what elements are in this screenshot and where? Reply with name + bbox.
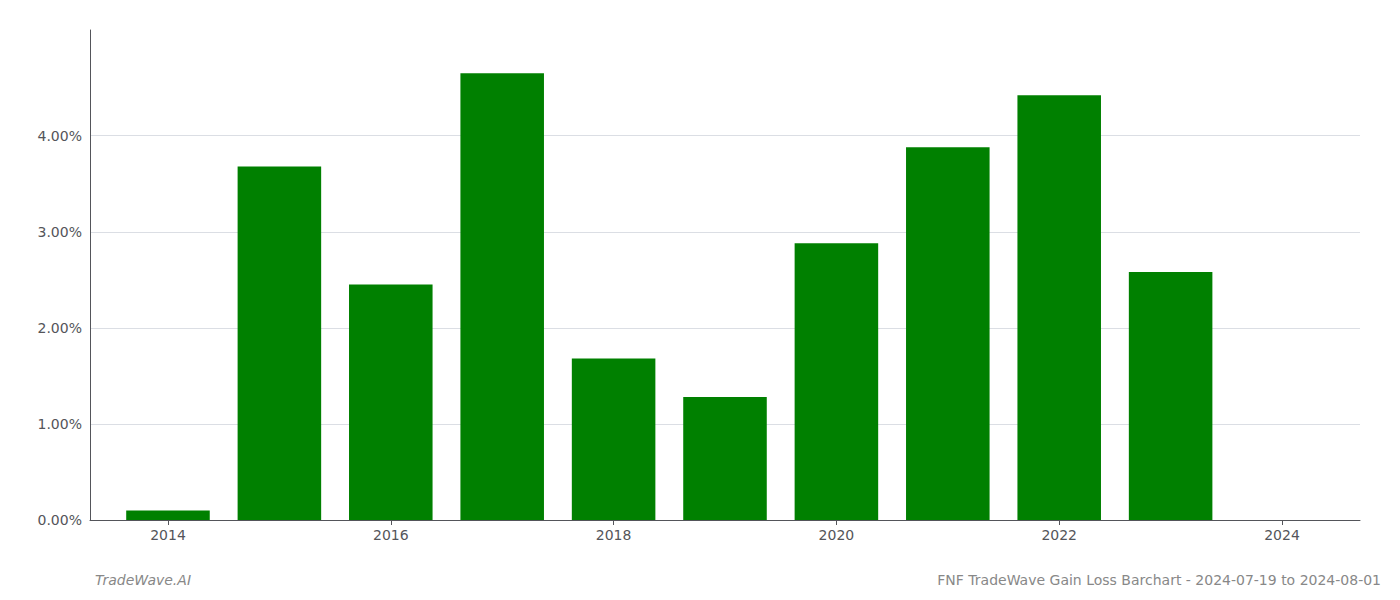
svg-text:2014: 2014 — [150, 527, 186, 543]
svg-text:2018: 2018 — [596, 527, 632, 543]
svg-text:FNF TradeWave Gain Loss Barcha: FNF TradeWave Gain Loss Barchart - 2024-… — [937, 572, 1381, 588]
svg-text:1.00%: 1.00% — [38, 416, 82, 432]
svg-text:TradeWave.AI: TradeWave.AI — [95, 572, 191, 588]
svg-text:2024: 2024 — [1264, 527, 1300, 543]
svg-text:4.00%: 4.00% — [38, 128, 82, 144]
svg-text:2020: 2020 — [819, 527, 855, 543]
svg-text:2022: 2022 — [1041, 527, 1077, 543]
svg-text:0.00%: 0.00% — [38, 512, 82, 528]
svg-text:2016: 2016 — [373, 527, 409, 543]
svg-text:2.00%: 2.00% — [38, 320, 82, 336]
svg-text:3.00%: 3.00% — [38, 224, 82, 240]
